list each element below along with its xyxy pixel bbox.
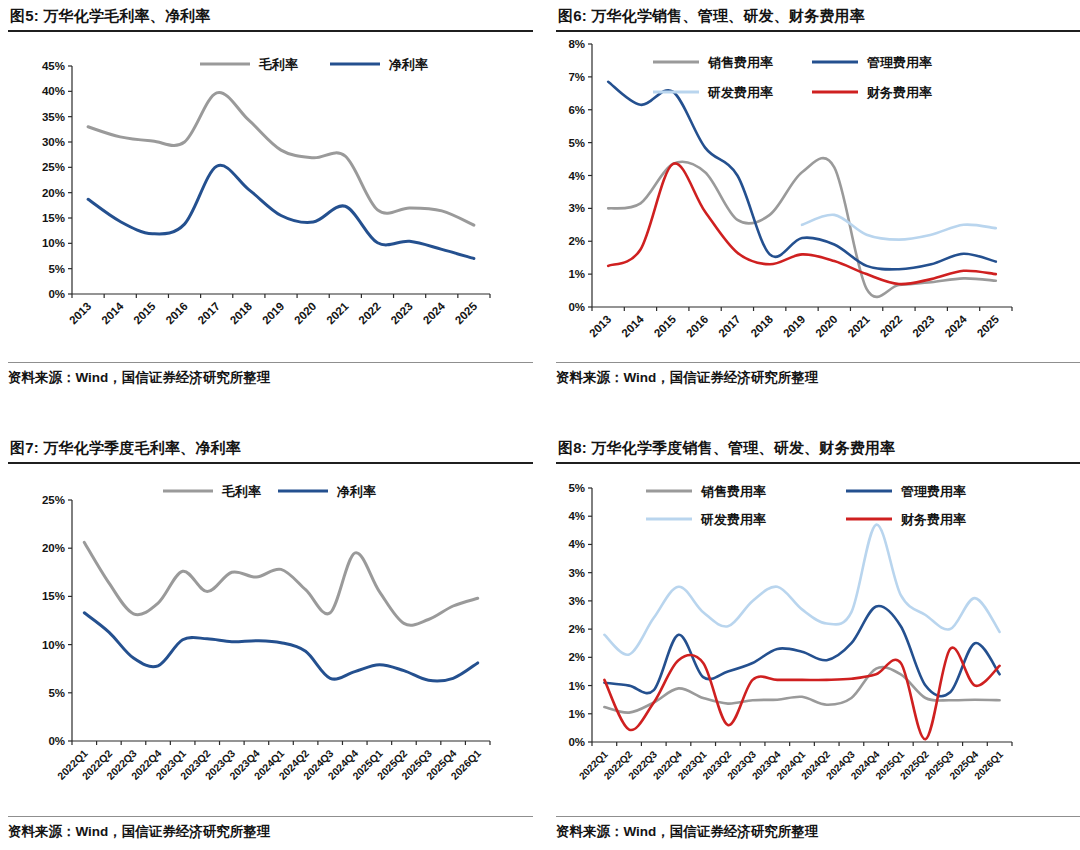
legend-label-0: 毛利率 <box>258 57 298 72</box>
y-tick-label: 4% <box>568 170 585 182</box>
y-tick-label: 3% <box>568 567 585 579</box>
legend-label-1: 净利率 <box>336 484 376 499</box>
y-tick-label: 2% <box>568 235 585 247</box>
series-line-0 <box>84 542 477 625</box>
y-tick-label: 20% <box>42 542 65 554</box>
y-tick-label: 25% <box>42 161 65 173</box>
legend-label-0: 毛利率 <box>221 484 261 499</box>
y-tick-label: 0% <box>568 736 585 748</box>
series-line-1 <box>88 165 474 258</box>
y-tick-label: 1% <box>568 268 585 280</box>
y-tick-label: 5% <box>48 263 65 275</box>
y-tick-label: 35% <box>42 111 65 123</box>
y-tick-label: 3% <box>568 202 585 214</box>
y-tick-label: 20% <box>42 187 65 199</box>
x-tick-label: 2015 <box>652 313 679 340</box>
series-line-0 <box>88 92 474 225</box>
y-tick-label: 4% <box>568 538 585 550</box>
x-tick-label: 2021 <box>845 313 872 340</box>
y-tick-label: 45% <box>42 60 65 72</box>
y-tick-label: 6% <box>568 104 585 116</box>
y-tick-label: 3% <box>568 595 585 607</box>
x-tick-label: 2018 <box>749 313 776 340</box>
y-tick-label: 25% <box>42 494 65 506</box>
y-tick-label: 0% <box>568 301 585 313</box>
figure-title: 图5: 万华化学毛利率、净利率 <box>8 6 533 25</box>
legend-label-1: 净利率 <box>388 57 428 72</box>
series-line-2 <box>604 525 999 655</box>
y-tick-label: 0% <box>48 735 65 747</box>
annual-expense-ratio-line-chart: 0%1%2%3%4%5%6%7%8%2013201420152016201720… <box>556 32 1080 362</box>
y-tick-label: 2% <box>568 623 585 635</box>
x-tick-label: 2022 <box>356 300 383 327</box>
legend-label-0: 销售费用率 <box>700 484 766 499</box>
y-tick-label: 1% <box>568 708 585 720</box>
research-report-figures-page: 图5: 万华化学毛利率、净利率 0% 5% 10% 15% 20% 25% 30% 35% 40… <box>0 0 1080 850</box>
figure-panel-5: 图5: 万华化学毛利率、净利率 0% 5% 10% 15% 20% 25% 30% 35% 40… <box>8 6 533 387</box>
figure-title: 图6: 万华化学销售、管理、研发、财务费用率 <box>556 6 1080 25</box>
x-tick-label: 2014 <box>619 313 646 340</box>
annual-margin-line-chart: 0% 5% 10% 15% 20% 25% 30% 35% 40% 45% 201320142015… <box>8 32 533 362</box>
y-tick-label: 2% <box>568 651 585 663</box>
legend-label-2: 研发费用率 <box>707 85 773 100</box>
x-tick-label: 2015 <box>131 300 158 327</box>
y-tick-label: 7% <box>568 71 585 83</box>
y-tick-label: 15% <box>42 590 65 602</box>
legend-label-1: 管理费用率 <box>866 55 932 70</box>
series-line-3 <box>604 648 999 740</box>
figure-title: 图8: 万华化学季度销售、管理、研发、财务费用率 <box>556 438 1080 457</box>
y-tick-label: 10% <box>42 237 65 249</box>
x-tick-label: 2025 <box>453 300 480 327</box>
y-tick-label: 30% <box>42 136 65 148</box>
x-tick-label: 2018 <box>228 300 255 327</box>
x-tick-label: 2023 <box>910 313 937 340</box>
x-tick-label: 2024 <box>421 300 448 327</box>
figure-title: 图7: 万华化学季度毛利率、净利率 <box>8 438 533 457</box>
legend-label-0: 销售费用率 <box>707 55 773 70</box>
x-tick-label: 2019 <box>781 313 808 340</box>
y-tick-label: 10% <box>42 639 65 651</box>
x-tick-label: 2013 <box>67 300 94 327</box>
quarterly-expense-ratio-line-chart: 0%1%1%2%2%3%3%4%4%5%2022Q12022Q22022Q320… <box>556 464 1080 816</box>
y-tick-label: 4% <box>568 510 585 522</box>
y-tick-label: 5% <box>48 687 65 699</box>
legend-label-1: 管理费用率 <box>900 484 966 499</box>
y-tick-label: 8% <box>568 38 585 50</box>
y-tick-label: 40% <box>42 85 65 97</box>
source-note: 资料来源：Wind，国信证券经济研究所整理 <box>8 817 533 841</box>
x-tick-label: 2014 <box>99 300 126 327</box>
series-line-0 <box>608 158 996 297</box>
legend-label-2: 研发费用率 <box>700 512 766 527</box>
y-tick-label: 1% <box>568 680 585 692</box>
x-tick-label: 2020 <box>813 313 840 340</box>
series-line-2 <box>802 215 996 240</box>
x-tick-label: 2013 <box>587 313 614 340</box>
y-tick-label: 15% <box>42 212 65 224</box>
figure-panel-7: 图7: 万华化学季度毛利率、净利率 0%5%10%15%20%25%2022Q1… <box>8 438 533 841</box>
source-note: 资料来源：Wind，国信证券经济研究所整理 <box>8 363 533 387</box>
x-tick-label: 2017 <box>716 313 743 340</box>
y-tick-label: 5% <box>568 137 585 149</box>
x-tick-label: 2025 <box>975 313 1002 340</box>
x-tick-label: 2016 <box>684 313 711 340</box>
x-tick-label: 2022 <box>878 313 905 340</box>
figure-panel-6: 图6: 万华化学销售、管理、研发、财务费用率 0% 1% 2% 3% 4% 5% 6% 7% 8… <box>556 6 1080 387</box>
quarterly-margin-line-chart: 0%5%10%15%20%25%2022Q12022Q22022Q32022Q4… <box>8 464 533 816</box>
x-tick-label: 2021 <box>324 300 351 327</box>
x-tick-label: 2016 <box>163 300 190 327</box>
source-note: 资料来源：Wind，国信证券经济研究所整理 <box>556 817 1080 841</box>
x-tick-label: 2019 <box>260 300 287 327</box>
x-tick-label: 2020 <box>292 300 319 327</box>
y-tick-label: 0% <box>48 288 65 300</box>
source-note: 资料来源：Wind，国信证券经济研究所整理 <box>556 363 1080 387</box>
figure-panel-8: 图8: 万华化学季度销售、管理、研发、财务费用率 0% 1% 1% 2% 2% 3% 3% 4… <box>556 438 1080 841</box>
y-tick-label: 5% <box>568 482 585 494</box>
legend-label-3: 财务费用率 <box>900 512 966 527</box>
x-tick-label: 2017 <box>196 300 223 327</box>
x-tick-label: 2024 <box>942 313 969 340</box>
x-tick-label: 2023 <box>388 300 415 327</box>
legend-label-3: 财务费用率 <box>866 85 932 100</box>
